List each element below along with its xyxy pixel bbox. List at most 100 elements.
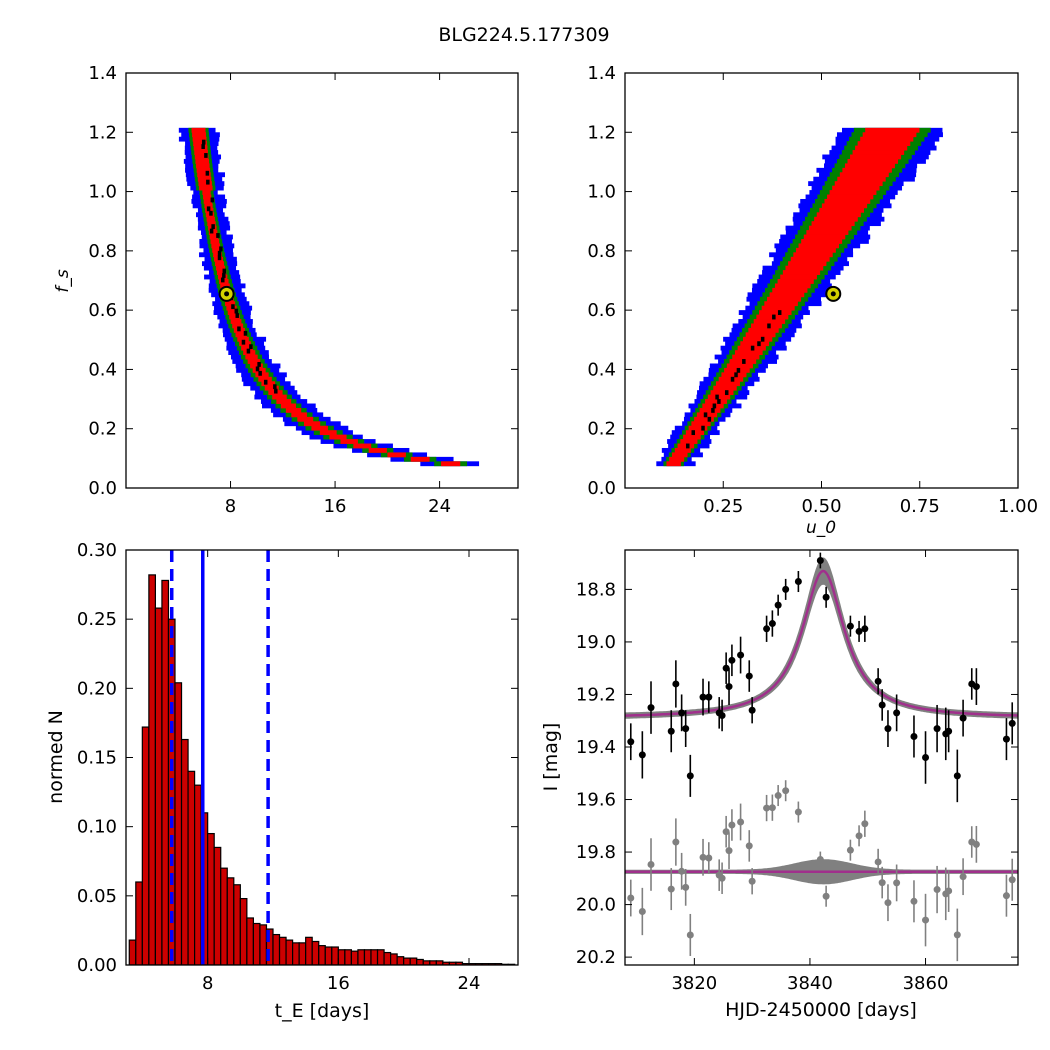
sigma1-region [862, 132, 917, 138]
sigma1-region [203, 198, 212, 204]
residual-point [672, 838, 680, 846]
sigma1-region [206, 216, 215, 222]
sigma1-region [264, 385, 279, 391]
x-tick-label: 3820 [671, 973, 717, 994]
residual-point [893, 879, 901, 887]
sigma1-region [774, 283, 811, 289]
data-point [686, 772, 694, 780]
residual-point [884, 899, 892, 907]
sigma1-region [710, 390, 734, 396]
histogram-bar [285, 939, 294, 965]
sigma1-region [216, 270, 227, 275]
best-sample [777, 310, 782, 315]
y-axis-label: f_s [53, 269, 73, 292]
sigma1-region [748, 327, 779, 333]
sigma1-region [410, 456, 430, 462]
model-uncertainty-band [625, 557, 1018, 719]
sigma1-region [769, 292, 805, 298]
best-sample [255, 366, 260, 372]
data-point [884, 725, 892, 733]
best-sample [263, 379, 268, 385]
sigma1-region [844, 163, 895, 169]
residual-point [647, 861, 655, 869]
sigma1-region [814, 216, 858, 222]
sigma1-region [193, 141, 207, 147]
sigma1-region [329, 434, 347, 440]
histogram-bar [233, 884, 241, 965]
y-tick-label: 19.2 [576, 684, 616, 705]
sigma1-region [865, 127, 920, 133]
y-tick-label: 0.25 [77, 609, 117, 630]
sigma1-region [204, 203, 213, 209]
y-tick-label: 0.0 [88, 478, 117, 499]
best-sample [201, 139, 206, 145]
x-tick-label: 0.75 [900, 496, 940, 517]
data-point [725, 683, 733, 691]
x-tick-label: 8 [202, 973, 213, 994]
residual-point [667, 885, 675, 893]
sigma1-region [669, 456, 685, 462]
sigma1-region [707, 394, 731, 400]
best-sample [249, 344, 253, 350]
histogram-bar [376, 949, 385, 965]
best-fit-center [830, 291, 836, 297]
sigma1-region [816, 212, 861, 218]
data-point [667, 727, 675, 735]
sigma1-region [245, 354, 258, 360]
histogram-bar [194, 784, 202, 965]
model-curve [625, 569, 1018, 717]
sigma1-region [745, 332, 776, 338]
best-sample [205, 170, 210, 176]
histogram-bar [305, 936, 313, 965]
best-sample [216, 233, 220, 238]
sigma1-region [203, 194, 212, 200]
y-tick-label: 1.2 [88, 122, 117, 143]
sigma1-region [772, 287, 808, 293]
y-tick-label: 0.00 [77, 955, 117, 976]
histogram-bar [148, 574, 157, 965]
x-tick-label: 16 [324, 496, 347, 517]
best-sample [767, 323, 771, 329]
sigma1-region [766, 296, 802, 302]
best-sample [703, 412, 708, 418]
data-point [816, 557, 824, 565]
data-point [874, 677, 882, 685]
best-sample [736, 367, 741, 373]
y-tick-label: 0.8 [88, 241, 117, 262]
sigma1-region [258, 376, 272, 382]
y-tick-label: 18.8 [576, 579, 616, 600]
sigma1-region [340, 439, 358, 444]
sigma1-region [850, 154, 902, 160]
histogram-bar [220, 867, 228, 965]
residual-point [627, 894, 635, 902]
sigma1-region [311, 425, 328, 431]
y-axis-label: normed N [45, 710, 67, 804]
data-point [782, 585, 790, 593]
residual-point [699, 853, 707, 861]
best-sample [734, 372, 738, 378]
data-point [722, 664, 730, 672]
sigma1-region [261, 381, 276, 387]
residual-point [718, 874, 726, 882]
sigma1-region [303, 421, 321, 427]
sigma1-region [803, 234, 846, 240]
sigma1-region [199, 185, 213, 191]
data-point [745, 672, 753, 680]
sigma1-region [713, 385, 737, 391]
residual-point [922, 916, 930, 924]
data-point [774, 601, 782, 609]
residual-point [910, 897, 918, 905]
data-point [861, 625, 869, 633]
sigma1-region [688, 425, 708, 431]
best-sample [273, 384, 277, 390]
best-sample [204, 153, 208, 158]
best-sample [243, 330, 248, 336]
best-sample [760, 336, 765, 342]
sigma1-region [250, 363, 263, 369]
histogram-bar [363, 949, 372, 965]
y-tick-label: 0.4 [88, 359, 117, 380]
best-sample [246, 348, 251, 354]
best-sample [210, 197, 215, 203]
y-tick-label: 0.10 [77, 817, 117, 838]
y-tick-label: 0.05 [77, 886, 117, 907]
